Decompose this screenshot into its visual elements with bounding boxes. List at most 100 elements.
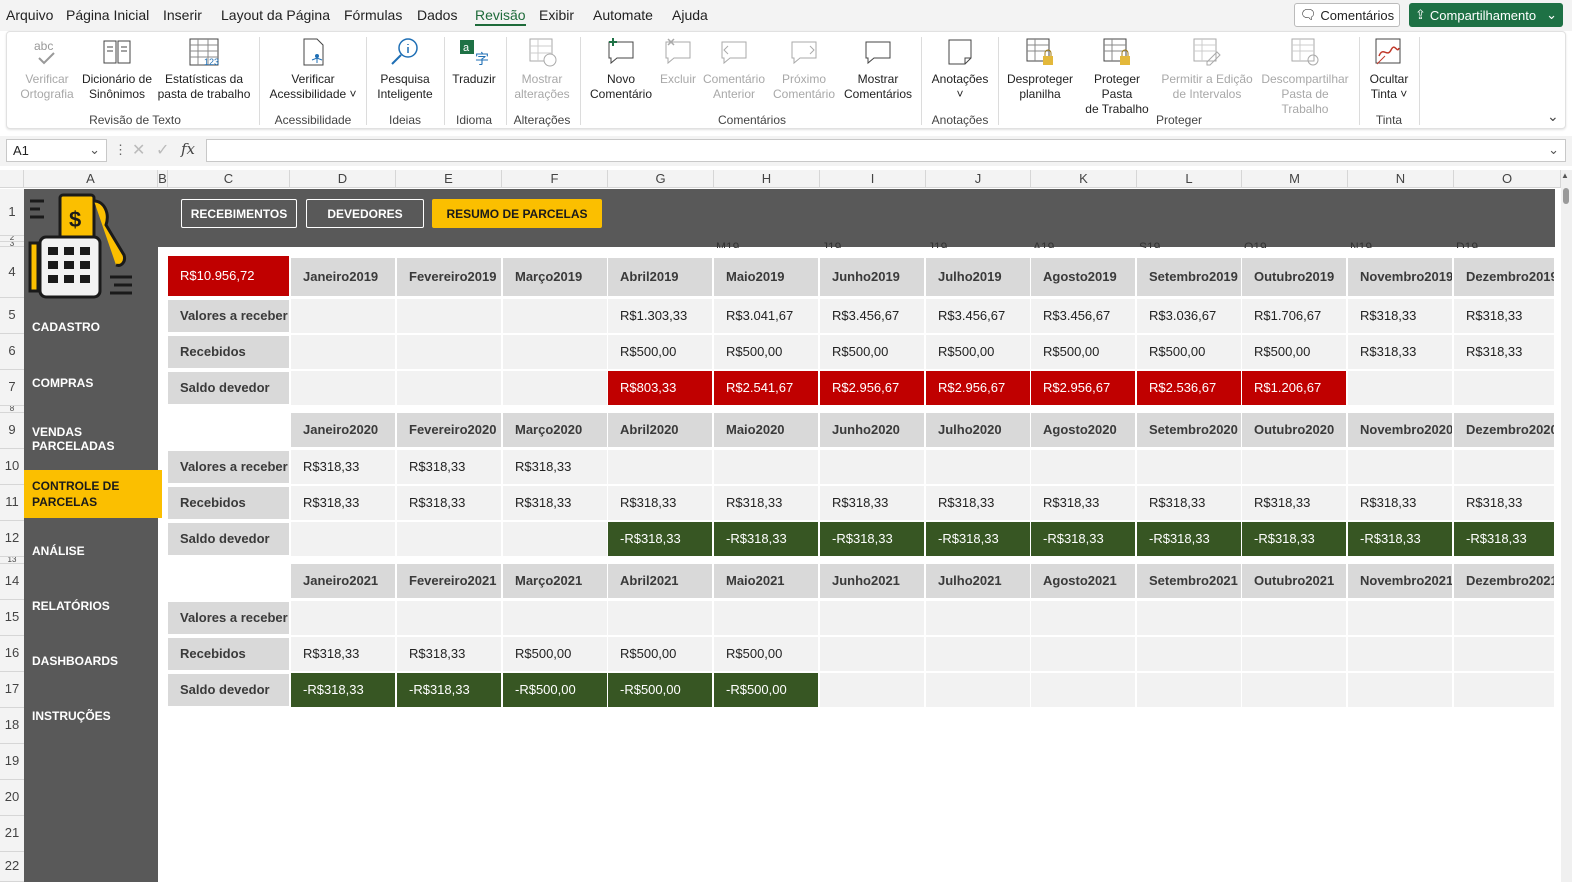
cell-recebidos[interactable] [1137,637,1241,671]
cell-saldo-devedor[interactable] [1242,673,1346,707]
tab-resumo-parcelas[interactable]: RESUMO DE PARCELAS [432,199,602,228]
sidebar-item-dashboards[interactable]: DASHBOARDS [32,654,119,668]
cell-saldo-devedor[interactable] [291,371,395,405]
month-header[interactable]: Outubro2021 [1242,564,1346,598]
row-header-15[interactable]: 15 [0,600,24,636]
cell-valores-a-receber[interactable] [291,601,395,635]
month-header[interactable]: Setembro2019 [1137,258,1241,296]
row-header-21[interactable]: 21 [0,816,24,852]
cell-saldo-devedor[interactable]: R$2.956,67 [926,371,1030,405]
cell-valores-a-receber[interactable] [397,601,501,635]
sidebar-item-cadastro[interactable]: CADASTRO [32,320,100,334]
cell-saldo-devedor[interactable]: -R$500,00 [503,673,607,707]
row-header-12[interactable]: 12 [0,521,24,557]
row-header-2[interactable]: 2 [0,236,24,242]
cell-valores-a-receber[interactable] [1454,601,1554,635]
cell-saldo-devedor[interactable]: -R$500,00 [714,673,818,707]
cell-recebidos[interactable]: R$318,33 [820,486,924,520]
month-header[interactable]: Fevereiro2020 [397,413,501,447]
cell-valores-a-receber[interactable] [608,450,712,484]
row-header-14[interactable]: 14 [0,564,24,600]
cell-valores-a-receber[interactable] [1242,601,1346,635]
row-label-recebidos[interactable]: Recebidos [168,638,289,670]
cell-saldo-devedor[interactable]: -R$318,33 [608,522,712,556]
menu-exibir[interactable]: Exibir [539,7,575,23]
tab-devedores[interactable]: DEVEDORES [306,199,424,228]
month-header[interactable]: Julho2019 [926,258,1030,296]
month-header[interactable]: Agosto2020 [1031,413,1135,447]
cell-saldo-devedor[interactable] [926,673,1030,707]
row-header-13[interactable]: 13 [0,557,24,564]
select-all-corner[interactable] [0,170,24,188]
month-header[interactable]: Outubro2020 [1242,413,1346,447]
cell-recebidos[interactable] [503,335,607,369]
month-header[interactable]: Julho2020 [926,413,1030,447]
cell-recebidos[interactable]: R$318,33 [397,486,501,520]
row-header-3[interactable]: 3 [0,242,24,247]
unshare-workbook-button[interactable]: Descompartilhar Pasta de Trabalho [1257,36,1353,117]
month-header[interactable]: Maio2019 [714,258,818,296]
workbook-stats-button[interactable]: 123 Estatísticas da pasta de trabalho [157,36,251,102]
allow-edit-ranges-button[interactable]: Permitir a Edição de Intervalos [1159,36,1255,102]
cell-valores-a-receber[interactable]: R$318,33 [291,450,395,484]
row-header-7[interactable]: 7 [0,370,24,406]
spelling-button[interactable]: abc Verificar Ortografia [15,36,79,102]
row-header-17[interactable]: 17 [0,672,24,708]
cell-valores-a-receber[interactable] [1137,601,1241,635]
menu-arquivo[interactable]: Arquivo [6,7,54,23]
cell-recebidos[interactable]: R$500,00 [714,335,818,369]
cell-saldo-devedor[interactable]: R$2.541,67 [714,371,818,405]
row-header-6[interactable]: 6 [0,334,24,370]
row-header-1[interactable]: 1 [0,189,24,236]
column-header-l[interactable]: L [1137,170,1242,188]
cell-recebidos[interactable]: R$318,33 [926,486,1030,520]
cell-valores-a-receber[interactable] [291,299,395,333]
cell-saldo-devedor[interactable] [1454,371,1554,405]
row-header-16[interactable]: 16 [0,636,24,672]
menu-revisao[interactable]: Revisão [475,7,526,26]
month-header[interactable]: Dezembro2021 [1454,564,1554,598]
cell-recebidos[interactable]: R$318,33 [291,637,395,671]
cell-recebidos[interactable]: R$500,00 [1137,335,1241,369]
cell-recebidos[interactable] [1348,637,1452,671]
cell-recebidos[interactable]: R$318,33 [1348,335,1452,369]
column-header-d[interactable]: D [290,170,396,188]
cell-saldo-devedor[interactable] [397,522,501,556]
month-header[interactable]: Novembro2019 [1348,258,1452,296]
month-header[interactable]: Abril2020 [608,413,712,447]
cell-recebidos[interactable]: R$500,00 [714,637,818,671]
menu-formulas[interactable]: Fórmulas [344,7,403,23]
cell-valores-a-receber[interactable]: R$318,33 [503,450,607,484]
cell-valores-a-receber[interactable] [820,601,924,635]
column-header-b[interactable]: B [158,170,168,188]
month-header[interactable]: Janeiro2021 [291,564,395,598]
comments-button[interactable]: 🗨 Comentários [1294,3,1400,27]
row-label-saldo-devedor[interactable]: Saldo devedor [168,372,289,404]
cell-recebidos[interactable] [1031,637,1135,671]
cell-saldo-devedor[interactable]: R$1.206,67 [1242,371,1346,405]
cell-valores-a-receber[interactable]: R$1.706,67 [1242,299,1346,333]
row-label-saldo-devedor[interactable]: Saldo devedor [168,523,289,555]
cell-saldo-devedor[interactable]: R$2.956,67 [1031,371,1135,405]
cell-valores-a-receber[interactable]: R$3.456,67 [820,299,924,333]
cell-saldo-devedor[interactable] [397,371,501,405]
cell-recebidos[interactable]: R$318,33 [503,486,607,520]
row-header-5[interactable]: 5 [0,298,24,334]
month-header[interactable]: Março2021 [503,564,607,598]
formula-input[interactable]: ⌄ [206,139,1566,162]
cell-saldo-devedor[interactable]: -R$318,33 [820,522,924,556]
cell-valores-a-receber[interactable] [714,601,818,635]
scroll-up-icon[interactable]: ▲ [1561,171,1569,180]
smart-lookup-button[interactable]: Pesquisa Inteligente [373,36,437,102]
notes-button[interactable]: Anotações ˅ [927,36,993,102]
month-header[interactable]: Março2020 [503,413,607,447]
cell-recebidos[interactable]: R$318,33 [1242,486,1346,520]
cell-recebidos[interactable]: R$318,33 [608,486,712,520]
cell-valores-a-receber[interactable] [608,601,712,635]
cancel-icon[interactable]: ✕ [132,142,146,159]
unprotect-sheet-button[interactable]: Desproteger planilha [1005,36,1075,102]
menu-ajuda[interactable]: Ajuda [672,7,708,23]
cell-valores-a-receber[interactable] [397,299,501,333]
column-header-c[interactable]: C [168,170,290,188]
hide-ink-button[interactable]: Ocultar Tinta ˅ [1365,36,1413,102]
